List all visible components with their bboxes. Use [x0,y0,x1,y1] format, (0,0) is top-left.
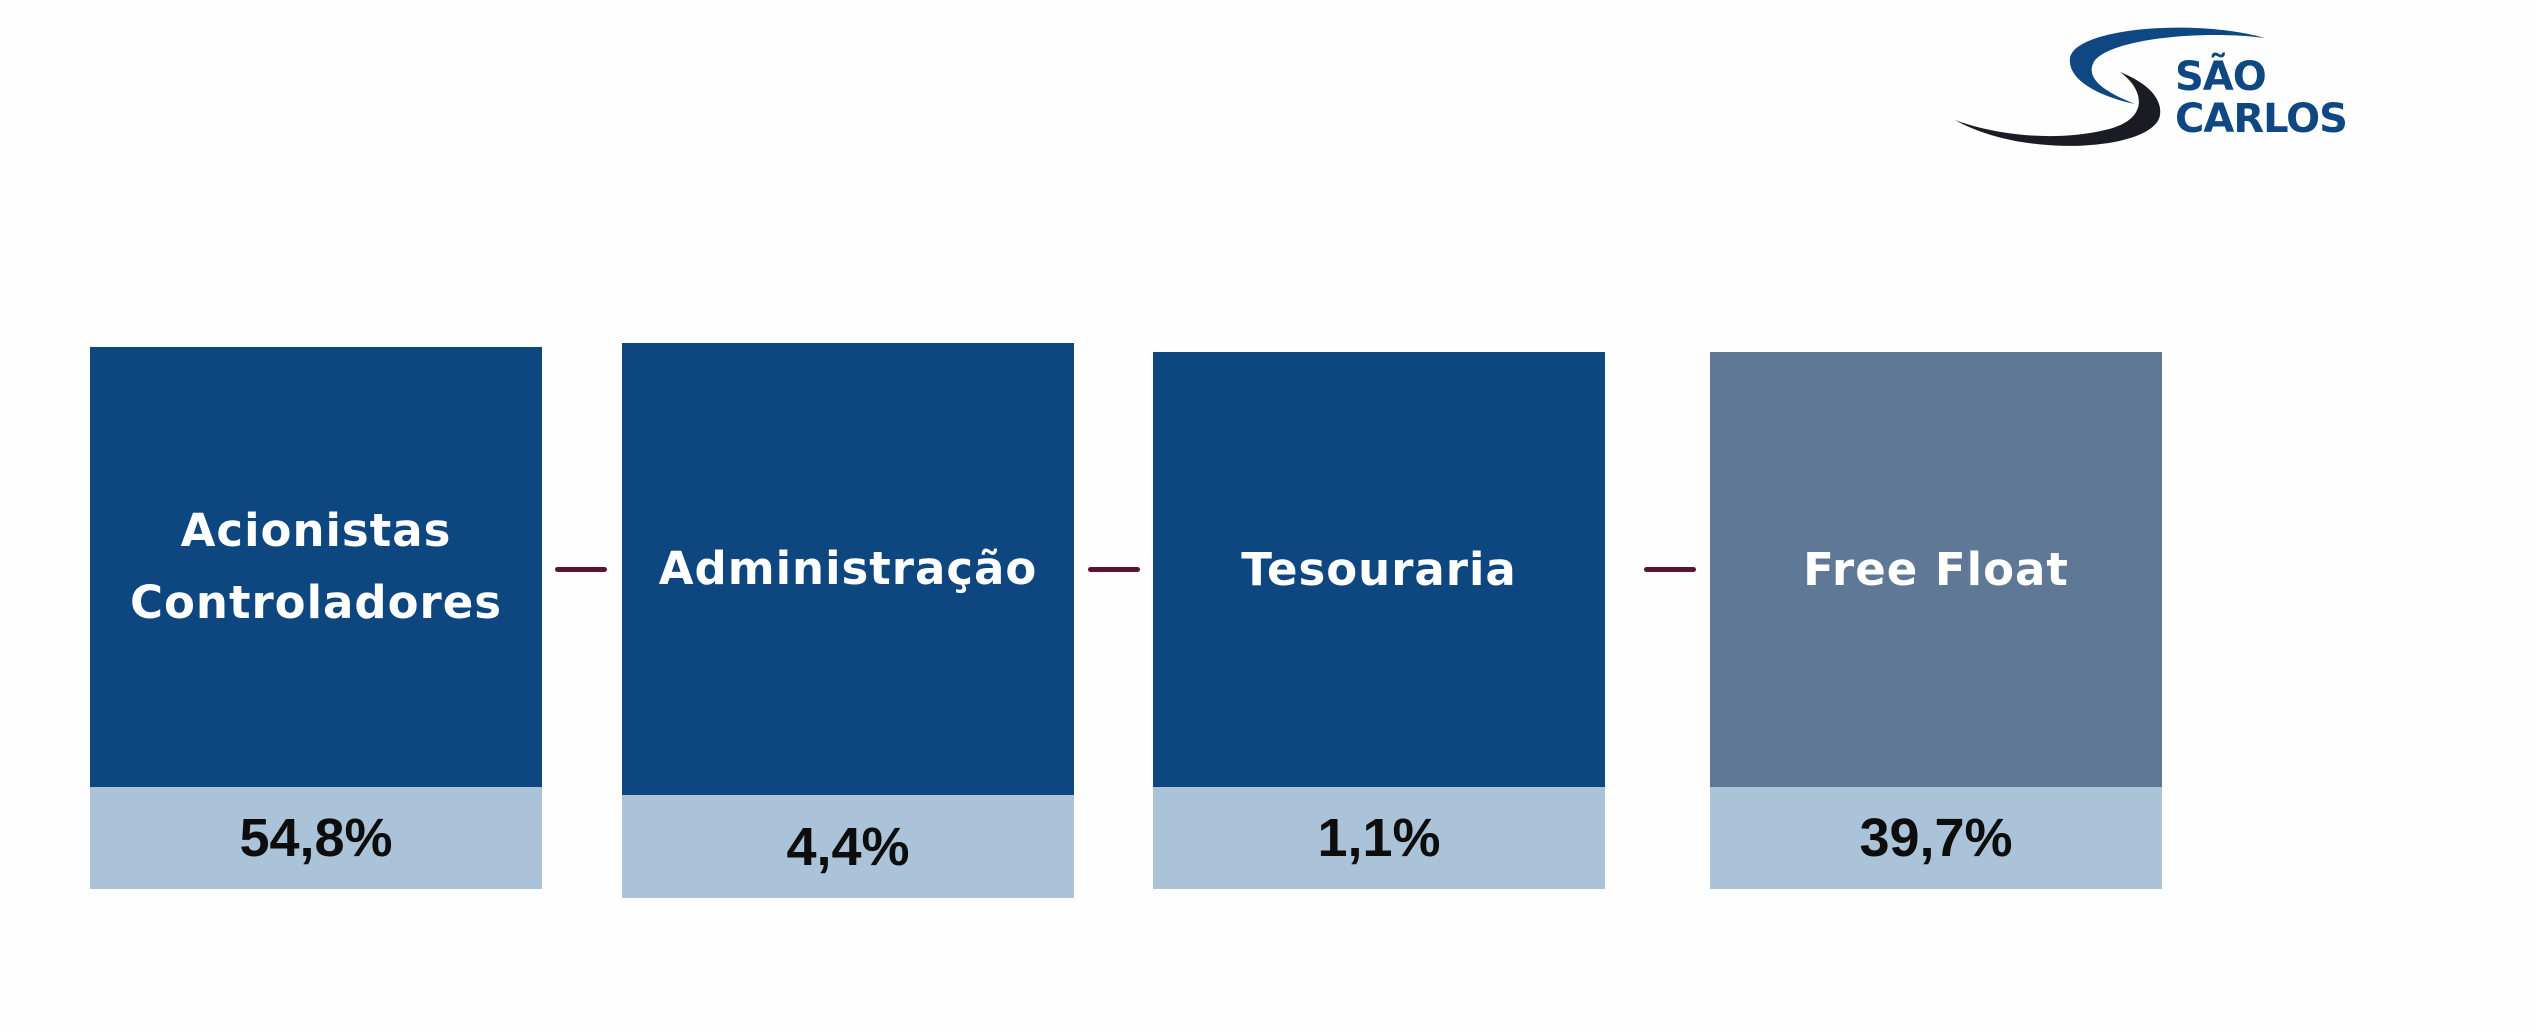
box-label-line: Tesouraria [1241,542,1517,596]
connector-line [555,567,607,572]
box-label-area: Acionistas Controladores [90,347,542,787]
box-value-band: 39,7% [1710,787,2162,889]
connector-line [1088,567,1140,572]
box-label: Tesouraria [1241,534,1517,606]
box-label-area: Administração [622,343,1074,795]
box-label-line: Acionistas [180,504,452,557]
box-label: Acionistas Controladores [130,495,502,639]
box-label-line: Controladores [129,576,502,629]
sao-carlos-logo: SÃO CARLOS [1955,20,2355,150]
logo-line-1: SÃO [2175,54,2267,100]
box-value: 1,1% [1317,808,1441,868]
box-label-line: Free Float [1803,542,2069,596]
box-free-float: Free Float 39,7% [1710,352,2162,889]
box-label-area: Free Float [1710,352,2162,787]
box-acionistas-controladores: Acionistas Controladores 54,8% [90,347,542,889]
logo-line-2: CARLOS [2175,96,2348,142]
box-value: 4,4% [786,816,910,877]
box-label-line: Administração [658,542,1038,595]
box-value: 54,8% [239,808,393,868]
logo-wordmark: SÃO CARLOS [2175,54,2348,142]
box-administracao: Administração 4,4% [622,343,1074,898]
connector-line [1644,567,1696,572]
box-value-band: 4,4% [622,795,1074,898]
logo-swoosh-icon [1955,27,2265,146]
box-label: Administração [659,533,1038,605]
box-value: 39,7% [1859,808,2013,868]
box-value-band: 54,8% [90,787,542,889]
box-value-band: 1,1% [1153,787,1605,889]
box-label-area: Tesouraria [1153,352,1605,787]
box-label: Free Float [1803,534,2069,606]
box-tesouraria: Tesouraria 1,1% [1153,352,1605,889]
